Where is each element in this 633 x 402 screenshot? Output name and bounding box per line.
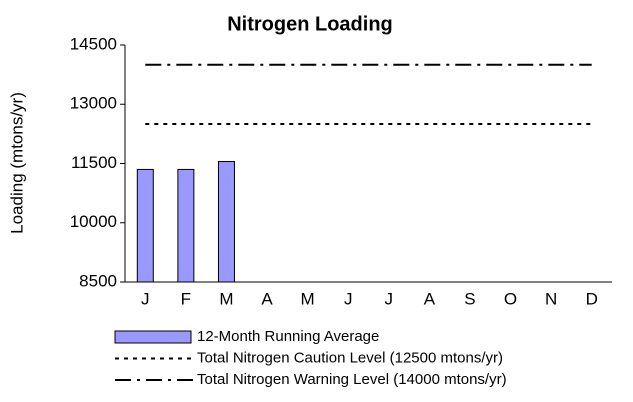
legend-label: 12-Month Running Average bbox=[197, 328, 379, 345]
x-tick-label: M bbox=[219, 289, 233, 308]
x-tick-label: N bbox=[545, 289, 557, 308]
x-tick-label: M bbox=[301, 289, 315, 308]
y-tick-label: 8500 bbox=[79, 271, 117, 290]
legend-label: Total Nitrogen Warning Level (14000 mton… bbox=[197, 371, 507, 388]
x-tick-label: S bbox=[464, 289, 475, 308]
bar bbox=[136, 168, 154, 283]
y-tick-label: 14500 bbox=[70, 34, 117, 53]
legend-swatch bbox=[114, 330, 192, 344]
chart-title: Nitrogen Loading bbox=[227, 13, 393, 35]
y-tick-label: 13000 bbox=[70, 94, 117, 113]
x-tick-label: F bbox=[181, 289, 191, 308]
x-tick-label: J bbox=[141, 289, 150, 308]
y-tick-label: 11500 bbox=[71, 153, 117, 172]
y-tick-label: 10000 bbox=[70, 212, 117, 231]
x-tick-label: D bbox=[586, 289, 598, 308]
bar bbox=[217, 161, 235, 283]
x-tick-label: J bbox=[344, 289, 353, 308]
x-tick-label: O bbox=[504, 289, 517, 308]
legend-label: Total Nitrogen Caution Level (12500 mton… bbox=[197, 349, 503, 366]
bar bbox=[177, 168, 195, 283]
x-tick-label: J bbox=[385, 289, 394, 308]
x-tick-label: A bbox=[261, 289, 273, 308]
y-axis-label: Loading (mtons/yr) bbox=[7, 92, 26, 234]
x-tick-label: A bbox=[424, 289, 436, 308]
